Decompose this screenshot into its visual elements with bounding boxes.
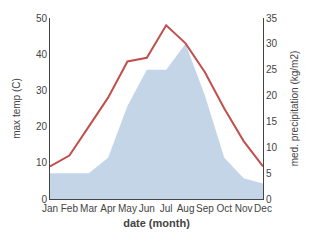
svg-text:20: 20 (266, 90, 278, 101)
svg-text:date (month): date (month) (123, 217, 190, 229)
svg-text:Nov: Nov (235, 203, 253, 214)
svg-text:35: 35 (266, 13, 278, 24)
svg-text:15: 15 (266, 116, 278, 127)
svg-text:30: 30 (36, 85, 48, 96)
svg-text:Jan: Jan (42, 203, 58, 214)
svg-text:May: May (118, 203, 137, 214)
svg-text:20: 20 (36, 121, 48, 132)
svg-text:Feb: Feb (61, 203, 79, 214)
svg-text:40: 40 (36, 49, 48, 60)
svg-text:25: 25 (266, 64, 278, 75)
svg-text:Aug: Aug (177, 203, 195, 214)
svg-text:Dec: Dec (254, 203, 272, 214)
svg-text:Oct: Oct (216, 203, 232, 214)
svg-text:30: 30 (266, 38, 278, 49)
svg-text:10: 10 (36, 157, 48, 168)
svg-text:Jul: Jul (160, 203, 173, 214)
svg-text:50: 50 (36, 13, 48, 24)
svg-text:Apr: Apr (100, 203, 116, 214)
svg-text:Jun: Jun (139, 203, 155, 214)
svg-text:max temp (C): max temp (C) (11, 78, 22, 139)
svg-text:0: 0 (266, 194, 272, 205)
svg-text:med. precipitation (kg/m2): med. precipitation (kg/m2) (289, 51, 300, 167)
svg-text:0: 0 (41, 194, 47, 205)
svg-text:5: 5 (266, 168, 272, 179)
svg-text:Sep: Sep (196, 203, 214, 214)
svg-text:10: 10 (266, 142, 278, 153)
svg-text:Mar: Mar (80, 203, 98, 214)
